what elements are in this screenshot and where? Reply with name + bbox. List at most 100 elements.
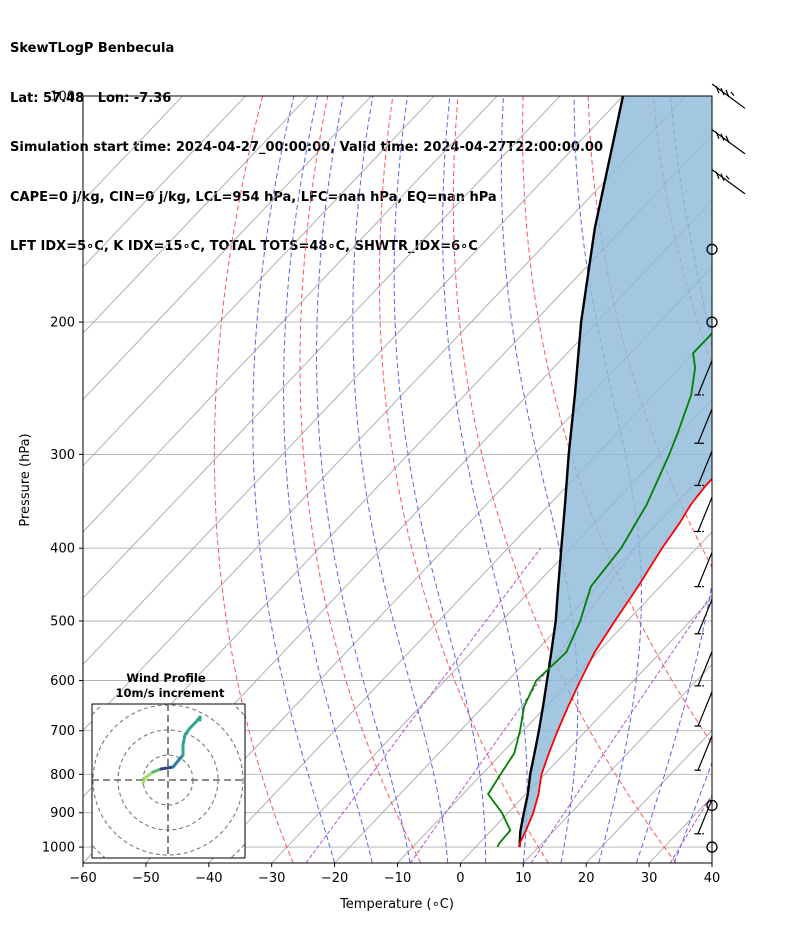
y-tick-label: 200	[50, 316, 75, 331]
x-tick-label: −50	[132, 871, 159, 886]
wind-barb-feather	[725, 89, 730, 98]
wind-barb-feather	[725, 175, 730, 180]
wind-barb-feather	[720, 133, 725, 142]
x-tick-label: −40	[195, 871, 222, 886]
y-tick-label: 300	[50, 448, 75, 463]
mixing-ratio-line	[669, 793, 712, 863]
moist-adiabat	[352, 96, 449, 863]
isotherm	[145, 266, 712, 863]
isotherm	[271, 398, 712, 863]
wind-barb-staff	[697, 651, 713, 687]
dry-adiabat	[213, 96, 294, 863]
x-tick-label: 0	[456, 871, 464, 886]
wind-barb-calm	[706, 243, 718, 255]
isotherm	[83, 96, 498, 533]
wind-barb-staff	[697, 496, 713, 532]
isotherm	[83, 96, 435, 467]
wind-barb-feather	[715, 131, 720, 140]
wind-barbs	[694, 83, 746, 853]
wind-barb-feather	[720, 173, 725, 182]
x-tick-label: −60	[69, 871, 96, 886]
parcel-profile-line	[518, 96, 625, 848]
x-tick-label: −10	[384, 871, 411, 886]
dry-adiabat	[299, 96, 422, 863]
isotherm	[83, 96, 687, 732]
isotherm	[83, 96, 561, 599]
hodograph-inset: Wind Profile 10m/s increment	[91, 671, 246, 859]
wind-barb-feather	[730, 91, 735, 96]
chart-title-block: SkewTLogP Benbecula Lat: 57.48 Lon: -7.3…	[10, 8, 603, 272]
temperature-line	[518, 477, 712, 848]
wind-barb-staff	[697, 360, 713, 396]
title-line-station: SkewTLogP Benbecula	[10, 41, 175, 56]
title-line-times: Simulation start time: 2024-04-27_00:00:…	[10, 140, 603, 155]
moist-adiabat	[315, 96, 411, 863]
dry-adiabat	[378, 96, 549, 863]
wind-barb-feather	[725, 135, 730, 144]
cape-shading	[519, 96, 712, 848]
y-tick-label: 100	[50, 90, 75, 105]
y-tick-label: 500	[50, 614, 75, 629]
mixing-ratio-line	[305, 547, 541, 863]
y-tick-label: 400	[50, 542, 75, 557]
moist-adiabat	[283, 96, 373, 863]
dry-adiabat	[718, 96, 794, 863]
title-line-cape: CAPE=0 j/kg, CIN=0 j/kg, LCL=954 hPa, LF…	[10, 189, 497, 205]
dry-adiabat	[784, 96, 794, 863]
isotherm	[334, 465, 712, 863]
wind-barb-staff	[697, 599, 713, 635]
moist-adiabat	[442, 96, 528, 863]
wind-barb-staff	[697, 450, 713, 486]
axes: −60 −50 −40 −30 −20 −10 0 10 20 30 40 1000 900 800 700…	[42, 90, 720, 887]
x-tick-label: 30	[641, 871, 658, 886]
moist-adiabat	[673, 761, 712, 863]
moist-adiabat	[711, 861, 712, 863]
x-tick-label: 40	[704, 871, 721, 886]
moist-adiabat	[252, 96, 336, 863]
x-tick-label: −30	[258, 871, 285, 886]
wind-barb-staff	[697, 735, 713, 771]
wind-barb-staff	[697, 799, 713, 834]
hodograph-subtitle: 10m/s increment	[116, 686, 225, 700]
x-axis-label: Temperature (∘C)	[339, 897, 454, 912]
wind-barb-feather	[720, 87, 725, 96]
moist-adiabat	[636, 96, 712, 863]
x-tick-label: −20	[321, 871, 348, 886]
wind-barb-calm	[706, 841, 718, 853]
hodograph-title: Wind Profile	[126, 671, 206, 685]
title-line-indices: LFT IDX=5∘C, K IDX=15∘C, TOTAL TOTS=48∘C…	[10, 239, 478, 254]
wind-barb-staff	[697, 691, 713, 727]
wind-barb-feather	[715, 171, 720, 180]
isotherm	[83, 96, 624, 666]
y-axis-label: Pressure (hPa)	[18, 433, 33, 526]
isotherm	[522, 663, 712, 863]
isotherm	[711, 862, 712, 863]
title-line-location: Lat: 57.48 Lon: -7.36	[10, 90, 172, 106]
y-tick-label: 800	[50, 768, 75, 783]
y-tick-label: 1000	[42, 841, 75, 856]
hodograph-trace-segment	[143, 770, 155, 780]
y-tick-label: 600	[50, 674, 75, 689]
dry-adiabat	[522, 96, 712, 745]
hodograph-trace-segment	[181, 733, 187, 747]
moist-adiabat	[393, 96, 487, 863]
y-tick-label: 700	[50, 724, 75, 739]
x-tick-label: 10	[515, 871, 532, 886]
isotherm	[83, 96, 309, 334]
wind-barb-staff	[697, 552, 713, 587]
dry-adiabat	[452, 96, 677, 863]
wind-barb-calm	[706, 316, 718, 328]
mixing-ratio-line	[530, 593, 712, 863]
wind-barb-staff	[697, 408, 713, 444]
isotherm	[585, 729, 712, 863]
hodograph-trace-segment	[159, 765, 175, 771]
plot-area	[83, 96, 794, 863]
dewpoint-line	[487, 332, 712, 848]
moist-adiabat	[573, 96, 642, 863]
isotherm	[83, 96, 246, 268]
wind-barb-feather	[715, 85, 720, 94]
hodograph-trace-segment	[171, 753, 185, 769]
isotherm	[83, 96, 372, 401]
isotherm	[460, 597, 712, 863]
